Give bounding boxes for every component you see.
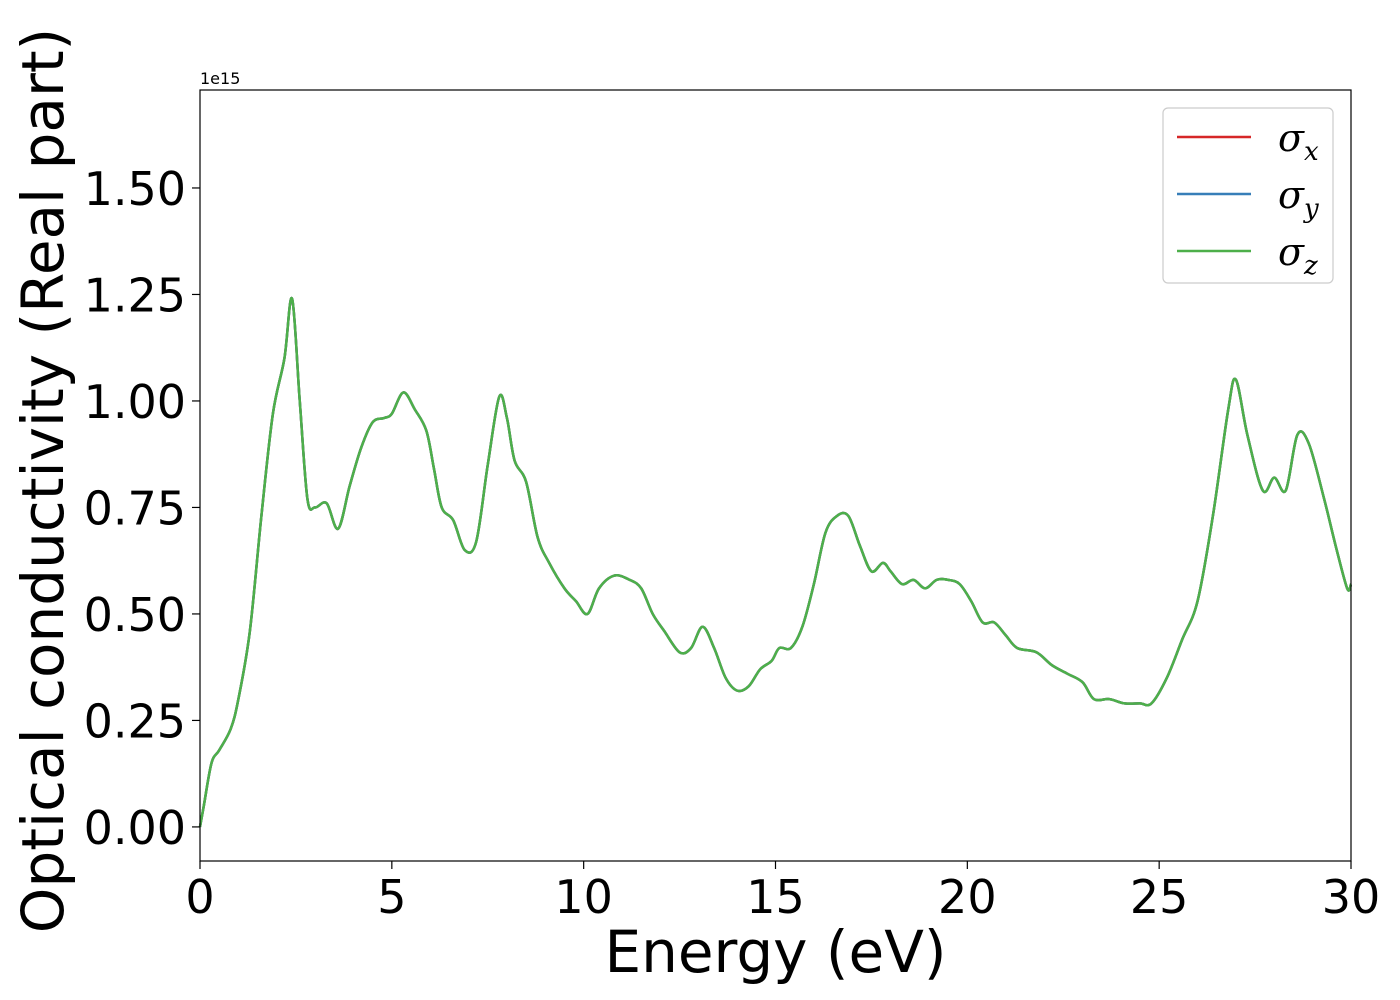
x-tick-label: 5 [377,870,406,924]
y-tick-label: 1.00 [84,375,186,429]
y-tick-label: 0.50 [84,588,186,642]
x-axis-title: Energy (eV) [604,918,946,986]
series-line-y [198,297,1353,828]
x-tick-label: 15 [746,870,805,924]
x-tick-label: 0 [185,870,214,924]
y-axis-title: Optical conductivity (Real part) [9,28,77,933]
legend-box [1162,107,1334,284]
legend-label-y: σy [1278,173,1319,224]
x-tick-label: 30 [1322,870,1381,924]
legend-label-z: σz [1278,230,1318,281]
x-tick-label: 10 [554,870,613,924]
legend: σx σy σz [1162,107,1334,284]
y-tick-label: 0.00 [84,801,186,855]
series-line-x [198,297,1353,828]
y-tick-label: 1.50 [84,162,186,216]
x-tick-label: 20 [938,870,997,924]
legend-label-x: σx [1278,116,1319,167]
y-tick-label: 0.25 [84,694,186,748]
x-axis: 0 5 10 15 20 25 30 [185,861,1380,924]
y-axis-offset-label: 1e15 [200,69,240,88]
y-tick-label: 0.75 [84,481,186,535]
series-layer [198,297,1353,828]
x-tick-label: 25 [1130,870,1189,924]
y-axis: 0.00 0.25 0.50 0.75 1.00 1.25 1.50 [84,162,200,855]
y-tick-label: 1.25 [84,268,186,322]
series-line-z [198,297,1353,828]
